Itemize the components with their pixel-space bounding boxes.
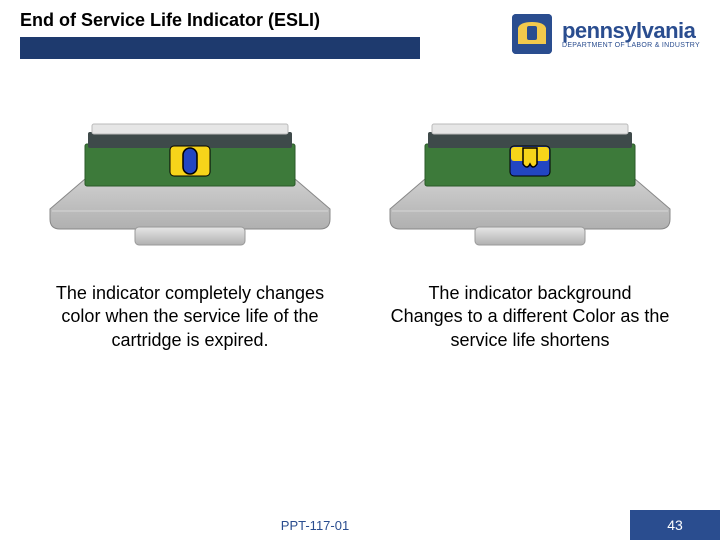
right-caption: The indicator background Changes to a di…: [390, 282, 670, 352]
footer-right: 43: [630, 510, 720, 540]
pa-seal-icon: [512, 14, 552, 54]
footer: PPT-117-01 43: [0, 510, 720, 540]
logo-sub-text: DEPARTMENT OF LABOR & INDUSTRY: [562, 42, 700, 49]
title-block: End of Service Life Indicator (ESLI): [20, 10, 420, 59]
header-row: End of Service Life Indicator (ESLI) pen…: [0, 0, 720, 59]
footer-code: PPT-117-01: [281, 518, 349, 533]
page-number: 43: [667, 517, 683, 533]
content-area: The indicator completely changes color w…: [0, 59, 720, 352]
left-caption: The indicator completely changes color w…: [50, 282, 330, 352]
cartridge-expired-icon: [40, 114, 340, 264]
logo-main-text: pennsylvania: [562, 20, 700, 42]
footer-left: PPT-117-01: [0, 510, 630, 540]
logo-text-group: pennsylvania DEPARTMENT OF LABOR & INDUS…: [562, 20, 700, 49]
logo-block: pennsylvania DEPARTMENT OF LABOR & INDUS…: [420, 10, 700, 54]
cartridge-shortening-icon: [380, 114, 680, 264]
slide-title: End of Service Life Indicator (ESLI): [20, 10, 420, 37]
right-column: The indicator background Changes to a di…: [370, 114, 690, 352]
title-underline-bar: [20, 37, 420, 59]
left-column: The indicator completely changes color w…: [30, 114, 350, 352]
